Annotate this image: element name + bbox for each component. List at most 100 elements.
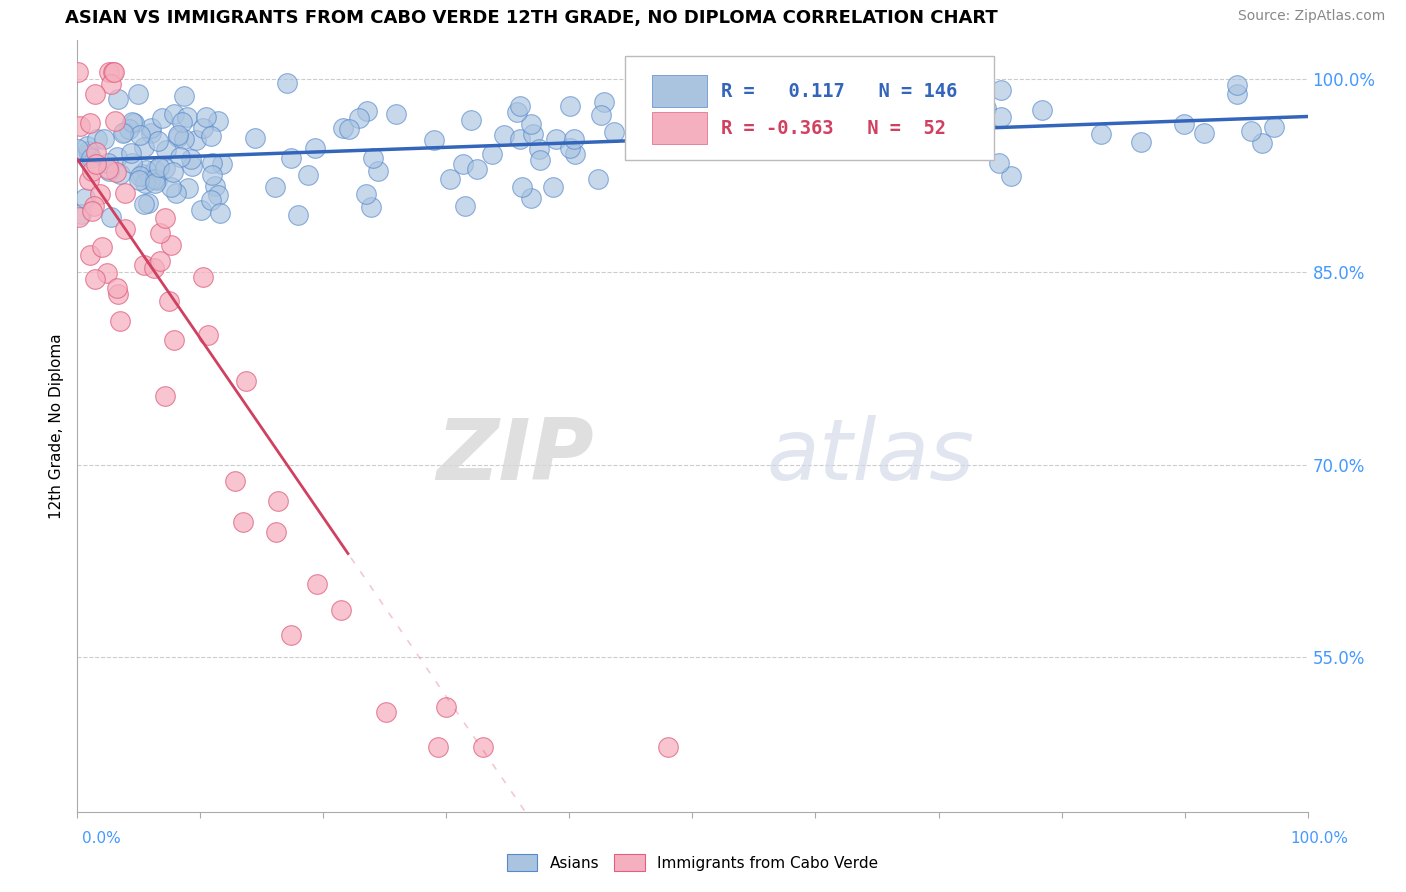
Point <box>546 132 568 146</box>
Point <box>436 700 458 714</box>
Point <box>454 199 477 213</box>
Point <box>439 172 461 186</box>
Point <box>101 65 124 79</box>
Point <box>97 161 120 176</box>
Point <box>128 169 150 183</box>
Point <box>153 161 176 176</box>
Point <box>169 150 191 164</box>
Point <box>1226 87 1249 101</box>
Point <box>602 124 624 138</box>
Point <box>96 267 118 281</box>
Point <box>143 172 166 186</box>
Point <box>838 72 860 87</box>
Point <box>79 116 101 130</box>
Point <box>471 740 494 755</box>
Text: ZIP: ZIP <box>436 416 595 499</box>
Point <box>160 180 183 194</box>
Point <box>69 120 91 134</box>
Text: atlas: atlas <box>766 416 974 499</box>
Point <box>730 90 752 104</box>
Point <box>1226 78 1249 92</box>
Point <box>360 200 382 214</box>
Point <box>86 132 108 146</box>
Point <box>451 156 474 170</box>
Point <box>146 173 169 187</box>
Point <box>160 238 183 252</box>
Point <box>136 195 159 210</box>
Point <box>122 116 145 130</box>
Point <box>114 222 136 236</box>
Point <box>367 164 389 178</box>
Point <box>876 127 898 141</box>
Point <box>586 172 609 186</box>
Point <box>990 83 1012 97</box>
Point <box>155 143 177 157</box>
Point <box>426 740 449 755</box>
Point <box>337 122 360 136</box>
Point <box>89 186 111 201</box>
Point <box>191 270 214 285</box>
Point <box>1031 103 1053 117</box>
FancyBboxPatch shape <box>652 75 707 107</box>
Point <box>974 101 997 115</box>
Point <box>100 210 122 224</box>
Point <box>941 126 963 140</box>
Point <box>167 128 190 142</box>
Point <box>1192 126 1215 140</box>
Point <box>121 156 143 170</box>
Point <box>207 187 229 202</box>
Text: ASIAN VS IMMIGRANTS FROM CABO VERDE 12TH GRADE, NO DIPLOMA CORRELATION CHART: ASIAN VS IMMIGRANTS FROM CABO VERDE 12TH… <box>65 10 998 28</box>
Point <box>184 133 207 147</box>
Point <box>105 150 128 164</box>
Point <box>132 258 155 272</box>
Point <box>77 144 100 158</box>
Point <box>520 117 543 131</box>
FancyBboxPatch shape <box>624 55 994 160</box>
Point <box>173 132 195 146</box>
Point <box>148 161 170 175</box>
Point <box>93 132 115 146</box>
Point <box>1263 120 1285 135</box>
Point <box>754 141 776 155</box>
Point <box>280 151 302 165</box>
Point <box>224 474 246 488</box>
Point <box>82 204 104 219</box>
Point <box>139 173 162 187</box>
Point <box>163 333 186 347</box>
Point <box>141 126 163 140</box>
Point <box>143 177 166 191</box>
Point <box>128 173 150 187</box>
Point <box>181 159 204 173</box>
Point <box>104 165 127 179</box>
Point <box>200 193 222 207</box>
Point <box>589 108 612 122</box>
Point <box>527 143 550 157</box>
Point <box>153 389 176 403</box>
Point <box>943 99 966 113</box>
Point <box>657 740 679 755</box>
Point <box>197 327 219 342</box>
Point <box>232 516 254 530</box>
Point <box>356 104 378 119</box>
Point <box>1251 136 1274 151</box>
Point <box>114 186 136 201</box>
Point <box>287 209 309 223</box>
Text: Source: ZipAtlas.com: Source: ZipAtlas.com <box>1237 9 1385 22</box>
Point <box>97 164 120 178</box>
Point <box>564 146 586 161</box>
Point <box>155 211 177 226</box>
Point <box>200 129 222 144</box>
Point <box>558 141 581 155</box>
Point <box>375 705 398 719</box>
Point <box>176 110 198 124</box>
Point <box>120 146 142 161</box>
Point <box>235 375 257 389</box>
Point <box>330 603 353 617</box>
Point <box>76 139 98 153</box>
Point <box>276 77 298 91</box>
Point <box>121 115 143 129</box>
Point <box>149 254 172 268</box>
Point <box>142 260 165 275</box>
Point <box>166 129 188 144</box>
Point <box>190 202 212 217</box>
